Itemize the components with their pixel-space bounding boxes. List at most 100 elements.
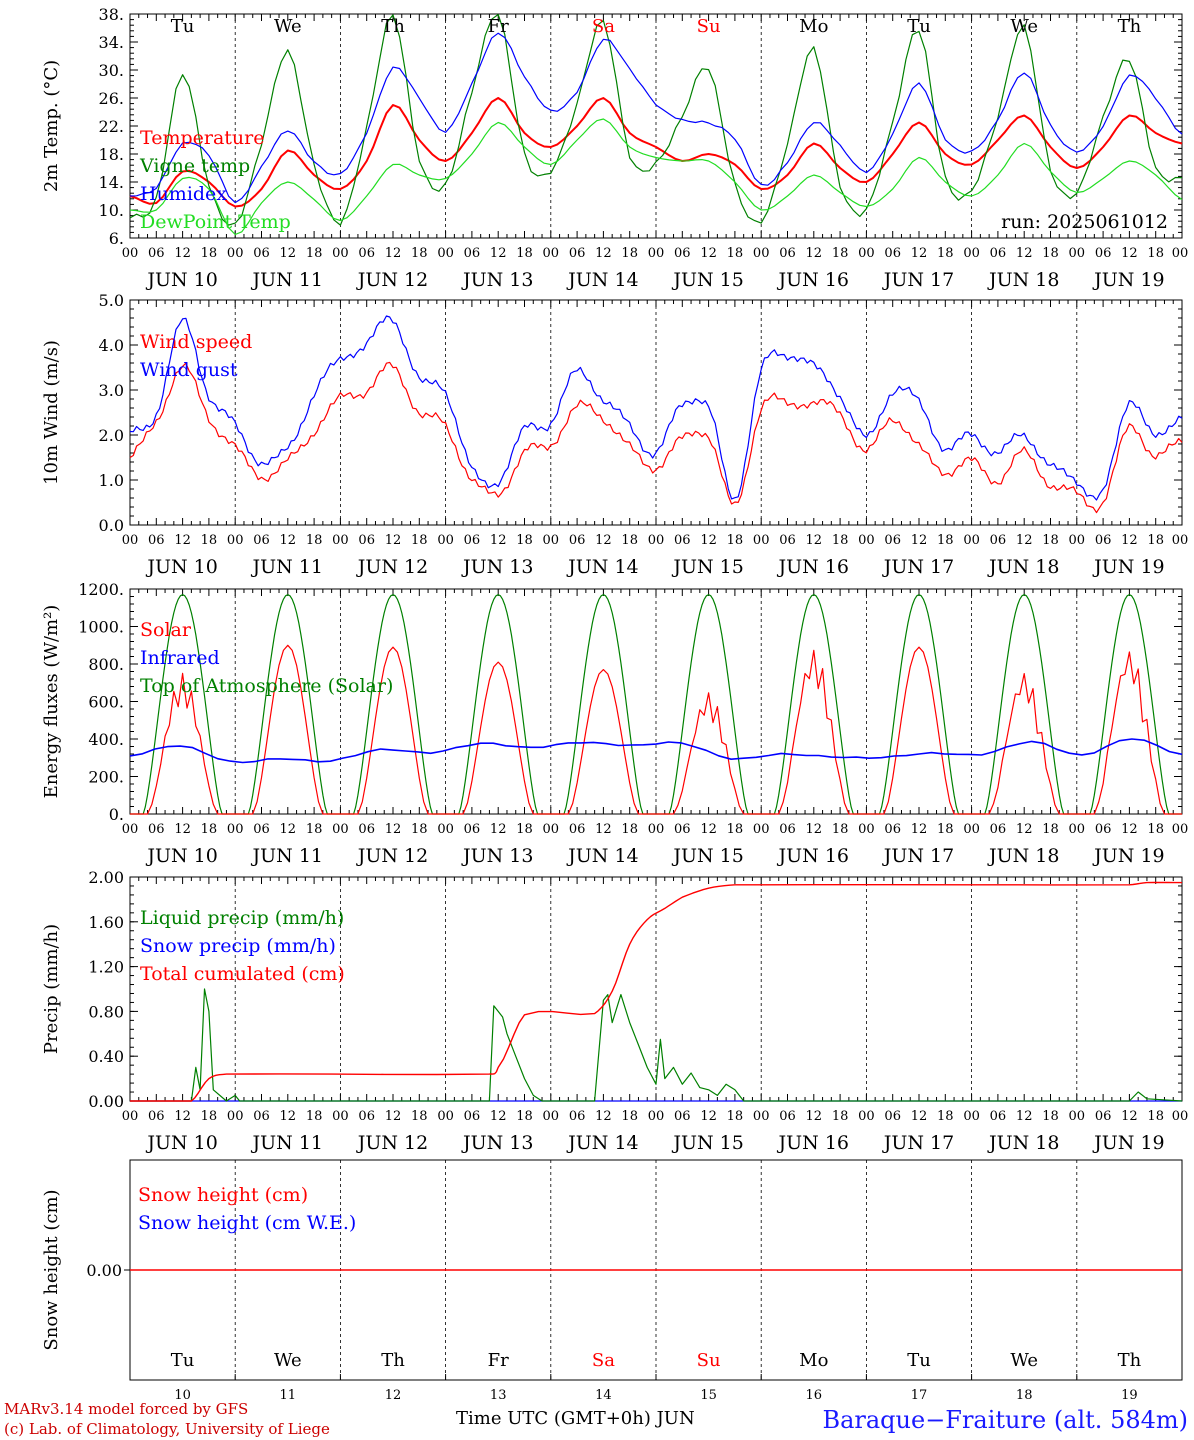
series-line-vigne-temp — [129, 13, 1183, 226]
hour-label: 00 — [858, 246, 875, 261]
day-number: 11 — [280, 1388, 297, 1403]
hour-label: 12 — [174, 533, 191, 548]
day-name: Su — [697, 1350, 721, 1371]
date-label: JUN 13 — [461, 556, 533, 578]
hour-label: 12 — [911, 533, 928, 548]
hour-label: 12 — [280, 1109, 297, 1124]
hour-label: 12 — [385, 533, 402, 548]
date-label: JUN 17 — [882, 269, 954, 291]
date-label: JUN 16 — [777, 845, 849, 867]
hour-label: 00 — [437, 822, 454, 837]
date-label: JUN 18 — [987, 269, 1059, 291]
hour-label: 12 — [385, 822, 402, 837]
plot-frame — [129, 299, 1183, 526]
hour-label: 18 — [832, 1109, 849, 1124]
day-name: We — [1010, 16, 1038, 37]
hour-label: 18 — [1147, 246, 1164, 261]
y-tick-label: 400. — [88, 730, 124, 749]
legend-entry: Wind gust — [140, 359, 238, 381]
legend-entry: Top of Atmosphere (Solar) — [140, 675, 393, 697]
hour-label: 12 — [490, 533, 507, 548]
day-name: Sa — [592, 1350, 615, 1371]
series-line-solar — [130, 644, 1182, 815]
day-number: 13 — [490, 1388, 507, 1403]
hour-label: 00 — [648, 246, 665, 261]
hour-label: 18 — [1042, 533, 1059, 548]
y-axis-label: Energy fluxes (W/m²) — [41, 605, 62, 799]
day-name: We — [274, 1350, 302, 1371]
y-tick-label: 18. — [99, 145, 124, 164]
hour-label: 00 — [753, 246, 770, 261]
hour-label: 12 — [1121, 1109, 1138, 1124]
hour-label: 00 — [543, 533, 560, 548]
hour-label: 06 — [253, 533, 270, 548]
hour-label: 06 — [884, 1109, 901, 1124]
hour-label: 00 — [437, 1109, 454, 1124]
hour-label: 18 — [516, 822, 533, 837]
y-tick-label: 0.00 — [88, 1092, 124, 1111]
date-label: JUN 13 — [461, 1132, 533, 1154]
hour-label: 18 — [411, 246, 428, 261]
date-label: JUN 13 — [461, 269, 533, 291]
date-label: JUN 10 — [145, 269, 217, 291]
hour-label: 06 — [358, 822, 375, 837]
hour-label: 06 — [358, 533, 375, 548]
hour-label: 06 — [569, 1109, 586, 1124]
hour-label: 00 — [753, 1109, 770, 1124]
hour-label: 06 — [1095, 533, 1112, 548]
hour-label: 18 — [411, 822, 428, 837]
hour-label: 00 — [437, 533, 454, 548]
hour-label: 00 — [648, 1109, 665, 1124]
hour-label: 12 — [490, 1109, 507, 1124]
day-number: 19 — [1121, 1388, 1138, 1403]
hour-label: 18 — [832, 246, 849, 261]
legend-entry: Vigne temp — [139, 155, 250, 177]
hour-label: 00 — [122, 822, 139, 837]
hour-label: 00 — [122, 1109, 139, 1124]
panel-4: 0.00 0.40 0.80 1.20 1.60 2.00 Precip (mm/h) 00 0… — [41, 868, 1188, 1154]
hour-label: 00 — [963, 1109, 980, 1124]
hour-label: 12 — [1016, 533, 1033, 548]
hour-label: 18 — [727, 822, 744, 837]
date-label: JUN 15 — [671, 845, 743, 867]
hour-label: 00 — [227, 822, 244, 837]
hour-label: 12 — [595, 533, 612, 548]
date-label: JUN 15 — [671, 269, 743, 291]
hour-label: 00 — [332, 533, 349, 548]
day-name: Tu — [171, 1350, 195, 1371]
hour-label: 18 — [1147, 822, 1164, 837]
date-label: JUN 15 — [671, 1132, 743, 1154]
hour-label: 12 — [700, 533, 717, 548]
legend-entry: Infrared — [140, 647, 220, 669]
date-label: JUN 18 — [987, 845, 1059, 867]
hour-label: 06 — [674, 1109, 691, 1124]
hour-label: 12 — [911, 822, 928, 837]
hour-label: 00 — [1069, 533, 1086, 548]
hour-label: 00 — [227, 533, 244, 548]
day-name: Tu — [907, 16, 931, 37]
series-line-temperature — [129, 97, 1183, 208]
day-name: Mo — [799, 1350, 828, 1371]
hour-label: 18 — [306, 533, 323, 548]
date-label: JUN 10 — [145, 556, 217, 578]
y-tick-label: 200. — [88, 768, 124, 787]
day-number: 12 — [385, 1388, 402, 1403]
y-tick-label: 1.0 — [99, 471, 124, 490]
hour-label: 18 — [621, 822, 638, 837]
hour-label: 06 — [253, 1109, 270, 1124]
hour-label: 12 — [280, 246, 297, 261]
hour-label: 12 — [806, 1109, 823, 1124]
hour-label: 00 — [1172, 1109, 1189, 1124]
hour-label: 12 — [911, 246, 928, 261]
hour-label: 00 — [963, 246, 980, 261]
hour-label: 12 — [1016, 246, 1033, 261]
y-tick-label: 0.80 — [88, 1002, 124, 1021]
day-name: Th — [381, 1350, 405, 1371]
series-line-humidex — [129, 32, 1183, 204]
y-tick-label: 10. — [99, 201, 124, 220]
hour-label: 12 — [280, 822, 297, 837]
hour-label: 06 — [779, 1109, 796, 1124]
hour-label: 00 — [122, 246, 139, 261]
hour-label: 00 — [753, 533, 770, 548]
day-name: Th — [1118, 1350, 1142, 1371]
